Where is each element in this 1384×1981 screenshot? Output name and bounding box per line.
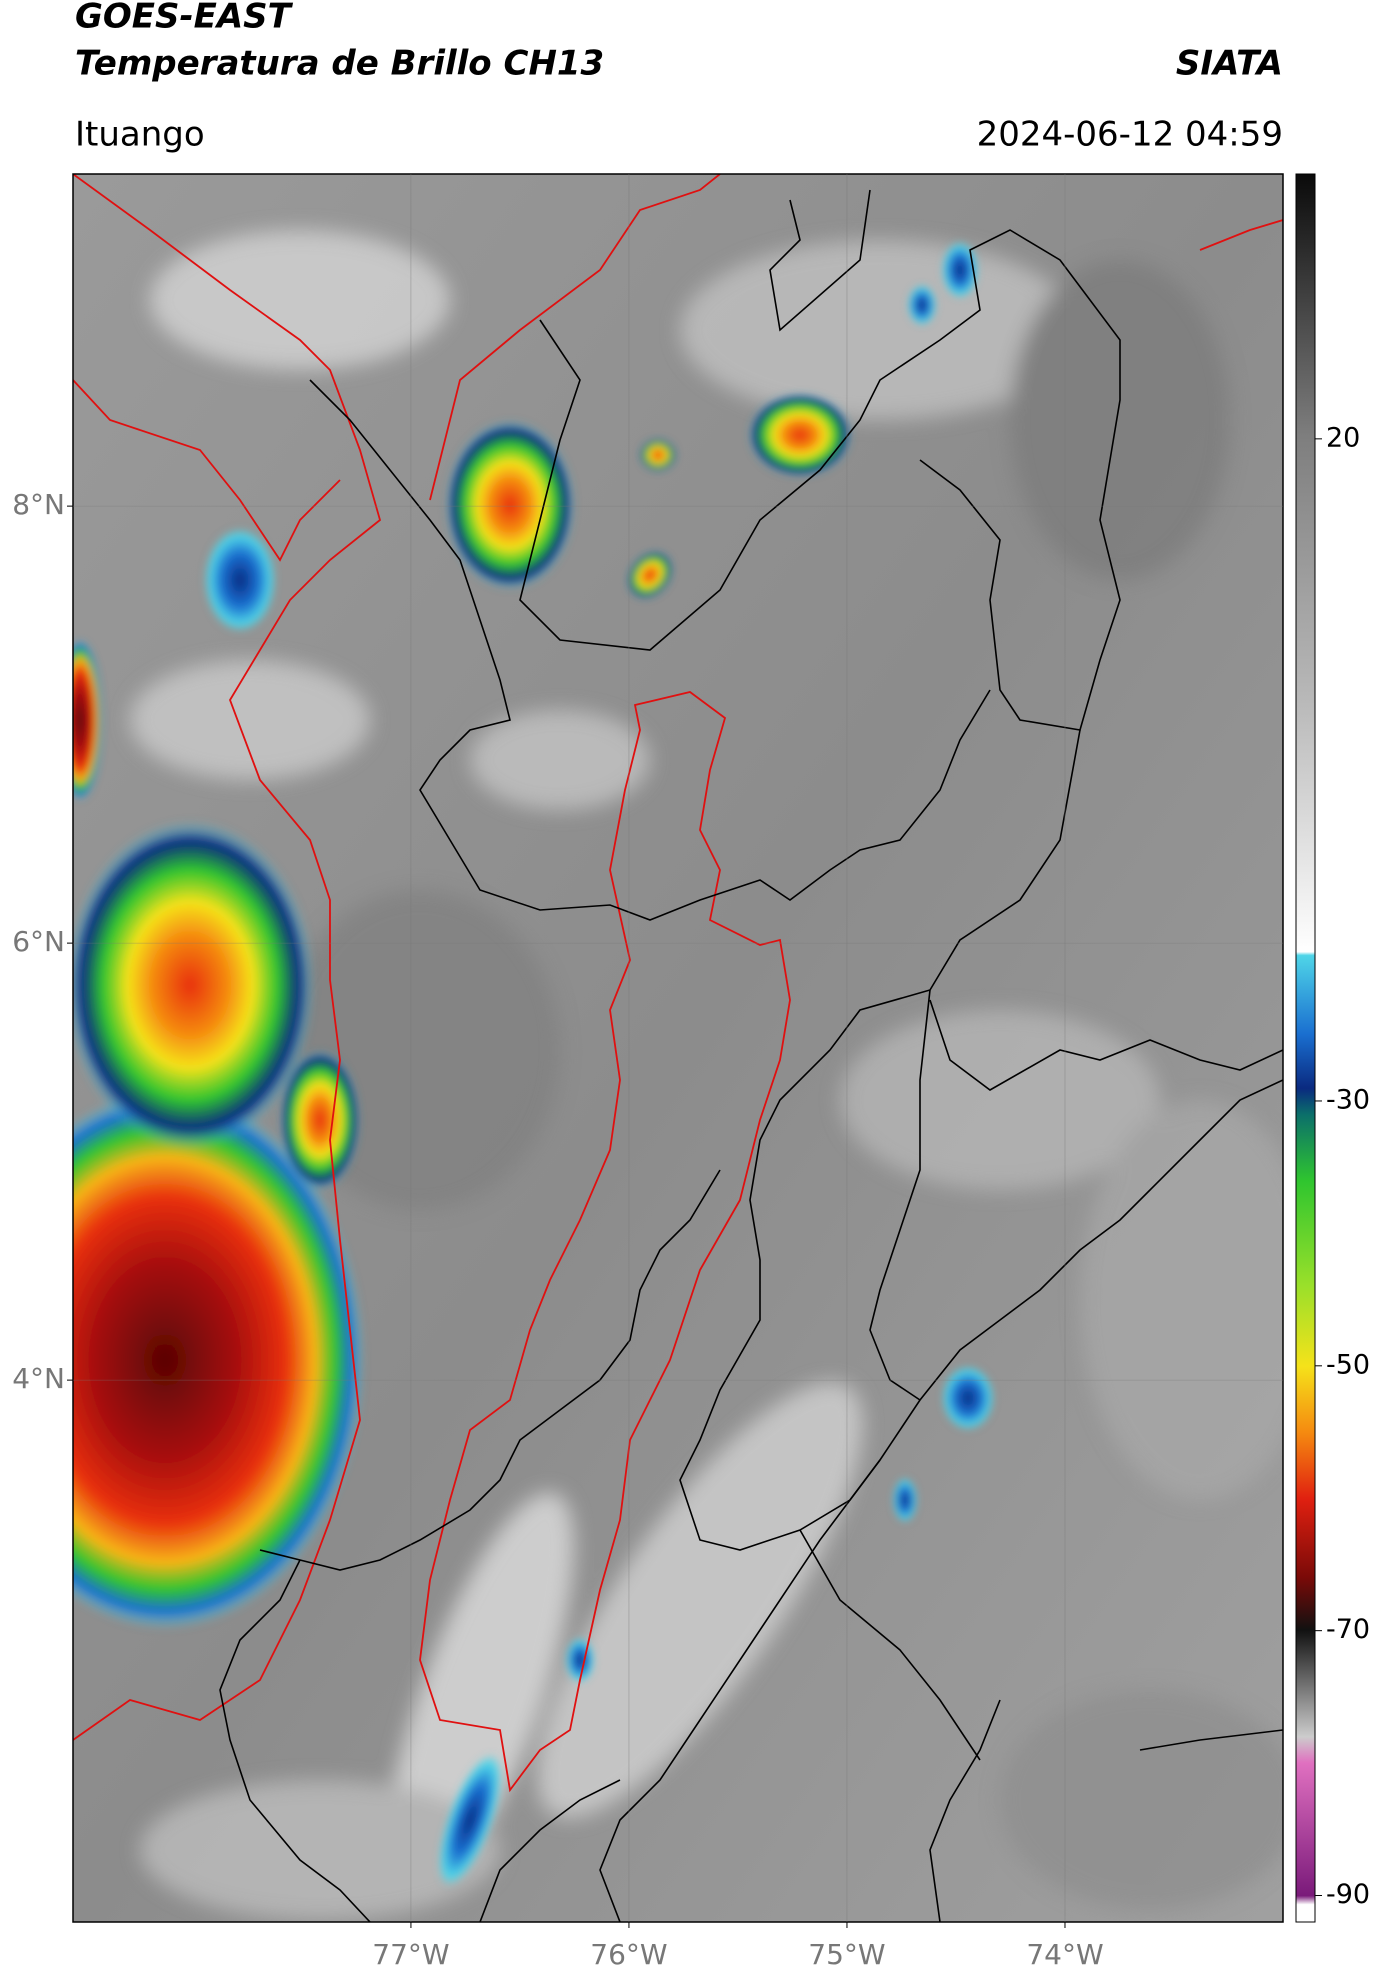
x-tick-label: 77°W xyxy=(372,1938,449,1971)
department-border xyxy=(599,989,931,1922)
department-border xyxy=(309,379,991,921)
convective-clouds xyxy=(73,242,994,1887)
department-border xyxy=(679,729,1283,1551)
basin-outline xyxy=(419,691,791,1793)
coastline xyxy=(1199,219,1283,251)
map-frame xyxy=(72,173,1284,1923)
colorbar-tick-label: -90 xyxy=(1326,1879,1370,1910)
y-tick-label: 8°N xyxy=(12,488,65,521)
y-tick-label: 6°N xyxy=(12,925,65,958)
x-tick-label: 76°W xyxy=(590,1938,667,1971)
boundaries xyxy=(73,174,1283,1922)
colorbar-tick-label: -50 xyxy=(1326,1349,1370,1380)
title: GOES-EAST xyxy=(75,0,294,37)
datetime: 2024-06-12 04:59 xyxy=(977,115,1283,155)
y-tick-label: 4°N xyxy=(12,1362,65,1395)
x-tick-label: 74°W xyxy=(1026,1938,1103,1971)
department-border xyxy=(219,1559,621,1922)
colorbar-tick-label: -30 xyxy=(1326,1084,1370,1115)
colorbar-tick-label: 20 xyxy=(1326,422,1360,453)
x-tick-label: 75°W xyxy=(808,1938,885,1971)
colorbar xyxy=(1295,173,1316,1923)
department-border xyxy=(799,1529,1283,1922)
colorbar-tick-label: -70 xyxy=(1326,1614,1370,1645)
source: SIATA xyxy=(1176,44,1283,84)
location: Ituango xyxy=(75,115,205,155)
department-border xyxy=(769,189,871,332)
coastline xyxy=(73,174,382,1741)
satellite-image xyxy=(73,174,1283,1922)
department-border xyxy=(259,999,1283,1571)
department-border xyxy=(519,229,1121,731)
subtitle: Temperatura de Brillo CH13 xyxy=(75,44,604,84)
coastline xyxy=(73,174,721,562)
